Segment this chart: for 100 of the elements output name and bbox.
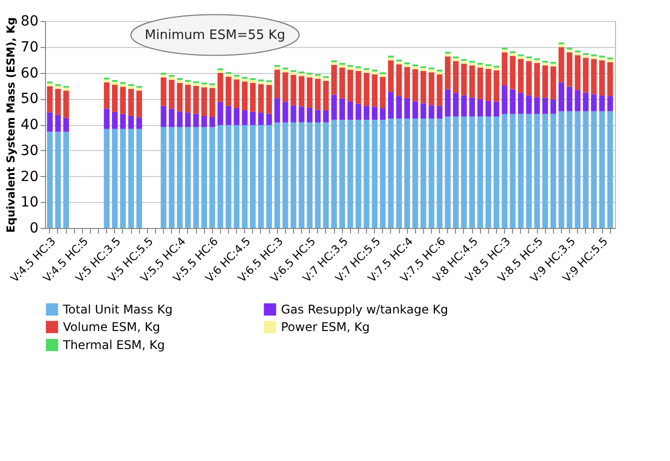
- bar: [477, 116, 484, 228]
- bar: [542, 66, 548, 98]
- bar: [599, 60, 605, 96]
- y-tick-label: 20: [20, 168, 38, 185]
- bar: [599, 57, 605, 60]
- bar: [160, 106, 166, 128]
- bar: [209, 127, 216, 228]
- bar: [388, 118, 394, 228]
- bar: [55, 132, 61, 228]
- bar: [518, 92, 524, 114]
- bar: [226, 125, 232, 228]
- bar: [282, 72, 288, 102]
- y-axis-title: Equivalent System Mass (ESM), Kg: [4, 17, 18, 233]
- bar: [226, 74, 232, 77]
- bar: [477, 68, 484, 100]
- bar: [104, 128, 110, 228]
- bar: [266, 125, 272, 228]
- bar: [242, 82, 248, 111]
- bar: [331, 62, 337, 65]
- bar: [193, 86, 199, 114]
- bar: [477, 64, 484, 68]
- bar: [558, 44, 564, 48]
- bar: [428, 105, 434, 119]
- bar: [112, 112, 118, 129]
- bar: [469, 116, 475, 228]
- bar: [412, 118, 418, 228]
- bar: [436, 74, 442, 106]
- bar: [444, 116, 451, 228]
- bar: [396, 118, 402, 228]
- bar: [542, 98, 548, 114]
- bar: [128, 88, 134, 116]
- bar: [250, 82, 256, 112]
- legend-label: Total Unit Mass Kg: [62, 302, 173, 316]
- bar: [477, 99, 484, 116]
- bar: [331, 94, 337, 120]
- bar: [55, 114, 61, 132]
- bar: [502, 49, 508, 52]
- bar: [201, 127, 207, 228]
- bar: [591, 94, 597, 112]
- bar: [347, 101, 354, 120]
- bar: [168, 108, 175, 128]
- bar: [226, 76, 232, 106]
- bar: [193, 114, 199, 128]
- bar: [461, 60, 467, 64]
- bar: [380, 120, 386, 228]
- bar: [494, 116, 500, 228]
- bar: [176, 80, 183, 83]
- bar: [518, 56, 524, 60]
- bar: [461, 95, 467, 116]
- bar: [485, 100, 492, 116]
- bar: [55, 86, 61, 89]
- bar: [566, 49, 572, 52]
- y-tick-label: 70: [20, 39, 38, 56]
- bar: [274, 122, 280, 228]
- bar: [469, 62, 475, 66]
- bar: [494, 70, 500, 102]
- bar: [526, 61, 532, 96]
- bar: [128, 86, 134, 89]
- bar: [494, 68, 500, 70]
- bar: [120, 128, 126, 228]
- bar: [558, 82, 564, 112]
- bar: [372, 71, 378, 74]
- bar: [298, 73, 304, 76]
- bar: [234, 125, 240, 228]
- bar: [550, 114, 556, 228]
- bar: [120, 114, 126, 129]
- bar: [372, 120, 378, 228]
- bar: [185, 112, 191, 128]
- bar: [112, 128, 118, 228]
- bar: [607, 111, 613, 228]
- bar: [266, 82, 272, 85]
- bar: [266, 114, 272, 126]
- bar: [469, 66, 475, 98]
- bar: [428, 72, 434, 106]
- bar: [436, 118, 442, 228]
- bar: [566, 52, 572, 87]
- bar: [298, 76, 304, 107]
- bar: [314, 122, 321, 228]
- bar: [323, 110, 329, 122]
- bar: [266, 84, 272, 114]
- bar: [120, 84, 126, 87]
- bar: [364, 106, 370, 120]
- bar: [461, 116, 467, 228]
- bar: [404, 118, 410, 228]
- bar: [388, 57, 394, 60]
- bar: [218, 125, 224, 228]
- bar: [542, 62, 548, 66]
- bar: [566, 111, 572, 228]
- bar: [160, 127, 166, 228]
- bar: [323, 80, 329, 111]
- bar: [566, 86, 572, 112]
- bar: [396, 64, 402, 96]
- bar: [436, 71, 442, 74]
- bar: [136, 128, 142, 228]
- y-tick-label: 0: [30, 220, 38, 236]
- bar: [364, 120, 370, 228]
- bar: [282, 102, 288, 122]
- bar: [306, 77, 313, 108]
- bar: [412, 101, 418, 119]
- y-tick-label: 60: [20, 65, 38, 82]
